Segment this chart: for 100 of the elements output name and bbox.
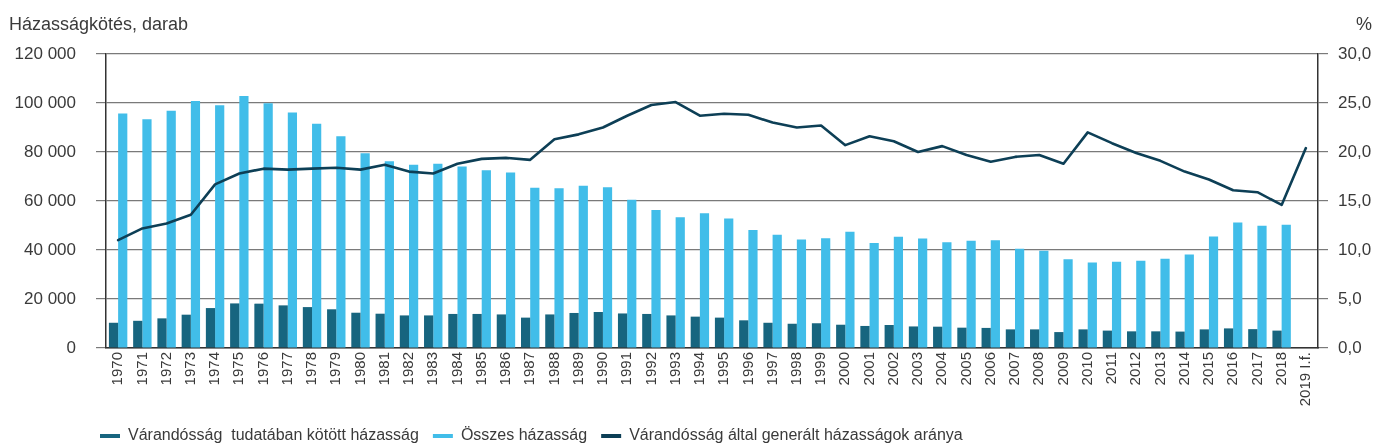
x-tick-label: 1975 — [229, 352, 247, 386]
bar — [351, 312, 361, 348]
x-tick-label: 1971 — [132, 352, 150, 386]
x-tick-label: 2012 — [1126, 352, 1144, 386]
bar — [714, 317, 725, 348]
bar — [384, 161, 394, 348]
x-tick-label: 1970 — [108, 352, 126, 386]
x-tick-label: 2013 — [1150, 352, 1168, 386]
bar — [602, 187, 613, 348]
bar — [1272, 330, 1282, 348]
x-tick-label: 2015 — [1199, 352, 1217, 386]
bar — [481, 170, 491, 348]
bar — [1111, 261, 1122, 348]
bar — [1199, 329, 1209, 348]
x-tick-label: 1999 — [811, 352, 829, 386]
bar — [424, 315, 434, 348]
bar — [884, 324, 894, 348]
bar — [190, 101, 201, 348]
x-tick-label: 1983 — [423, 352, 441, 386]
bar — [787, 323, 797, 348]
bar — [1039, 250, 1049, 348]
bar — [860, 325, 870, 348]
bar — [375, 313, 385, 348]
bar — [448, 313, 458, 348]
bar — [627, 199, 637, 348]
x-tick-label: 1980 — [350, 352, 368, 386]
y2-tick-label: 0,0 — [1338, 337, 1362, 357]
x-tick-label: 2016 — [1223, 352, 1241, 386]
bar — [1160, 258, 1170, 348]
y2-tick-label: 10,0 — [1338, 239, 1372, 259]
x-tick-label: 2010 — [1077, 352, 1095, 386]
bar — [651, 210, 661, 348]
x-tick-label: 1981 — [374, 352, 392, 386]
bar — [569, 312, 579, 348]
y2-tick-label: 20,0 — [1338, 141, 1372, 161]
x-tick-label: 1978 — [302, 352, 320, 386]
bar — [118, 113, 128, 348]
bar — [554, 188, 564, 348]
bar — [215, 105, 225, 348]
x-tick-label: 2005 — [956, 352, 974, 386]
bar — [811, 323, 822, 348]
x-tick-label: 2001 — [859, 352, 877, 386]
x-tick-label: 2003 — [908, 352, 926, 386]
y2-tick-label: 5,0 — [1338, 288, 1362, 308]
bar — [530, 187, 540, 348]
bar — [821, 238, 831, 348]
bar — [724, 218, 734, 348]
x-tick-label: 1989 — [568, 352, 586, 386]
bar — [796, 239, 807, 348]
bar — [617, 313, 628, 348]
x-tick-label: 2000 — [835, 352, 853, 386]
x-tick-label: 2002 — [883, 352, 901, 386]
x-tick-label: 2019 I.f. — [1296, 352, 1314, 407]
bar — [205, 308, 216, 348]
bar — [593, 311, 603, 348]
bar — [869, 242, 879, 348]
bar — [433, 163, 443, 348]
x-tick-label: 2008 — [1029, 352, 1047, 386]
bar — [966, 240, 976, 348]
bar — [893, 236, 904, 348]
x-tick-label: 1991 — [617, 352, 635, 386]
y2-tick-label: 15,0 — [1338, 190, 1372, 210]
y-tick-label: 20 000 — [24, 288, 76, 308]
y-tick-label: 80 000 — [24, 141, 76, 161]
x-tick-label: 1995 — [714, 352, 732, 386]
x-tick-label: 1985 — [471, 352, 489, 386]
y2-tick-label: 25,0 — [1338, 92, 1372, 112]
bar — [166, 110, 176, 348]
bar — [1184, 254, 1194, 348]
y-tick-label: 120 000 — [14, 43, 76, 63]
y2-tick-label: 30,0 — [1338, 43, 1372, 63]
bar — [942, 242, 952, 348]
x-tick-label: 1993 — [665, 352, 683, 386]
bar — [1233, 222, 1243, 348]
x-tick-label: 1973 — [180, 352, 198, 386]
y2-axis-title: % — [1355, 13, 1372, 35]
bar — [675, 217, 685, 348]
bar — [108, 322, 119, 348]
legend-label: Várandósság tudatában kötött házasság — [128, 426, 419, 444]
bar — [409, 164, 419, 348]
bar — [1136, 260, 1146, 348]
x-tick-label: 1994 — [690, 352, 708, 386]
bar — [1015, 248, 1025, 348]
bar — [157, 318, 167, 348]
bar — [990, 240, 1000, 348]
bar — [278, 305, 288, 348]
x-tick-label: 1997 — [762, 352, 780, 386]
x-tick-label: 1988 — [544, 352, 562, 386]
x-tick-label: 1987 — [520, 352, 538, 386]
bar — [1257, 225, 1267, 348]
bar — [505, 172, 516, 348]
bar — [133, 320, 143, 348]
bar — [1005, 329, 1015, 348]
x-tick-label: 1979 — [326, 352, 344, 386]
bar — [1175, 331, 1185, 348]
bar — [263, 103, 273, 348]
bar — [1281, 224, 1291, 348]
bar — [302, 307, 313, 348]
bar — [1078, 329, 1088, 348]
x-tick-label: 1986 — [496, 352, 514, 386]
